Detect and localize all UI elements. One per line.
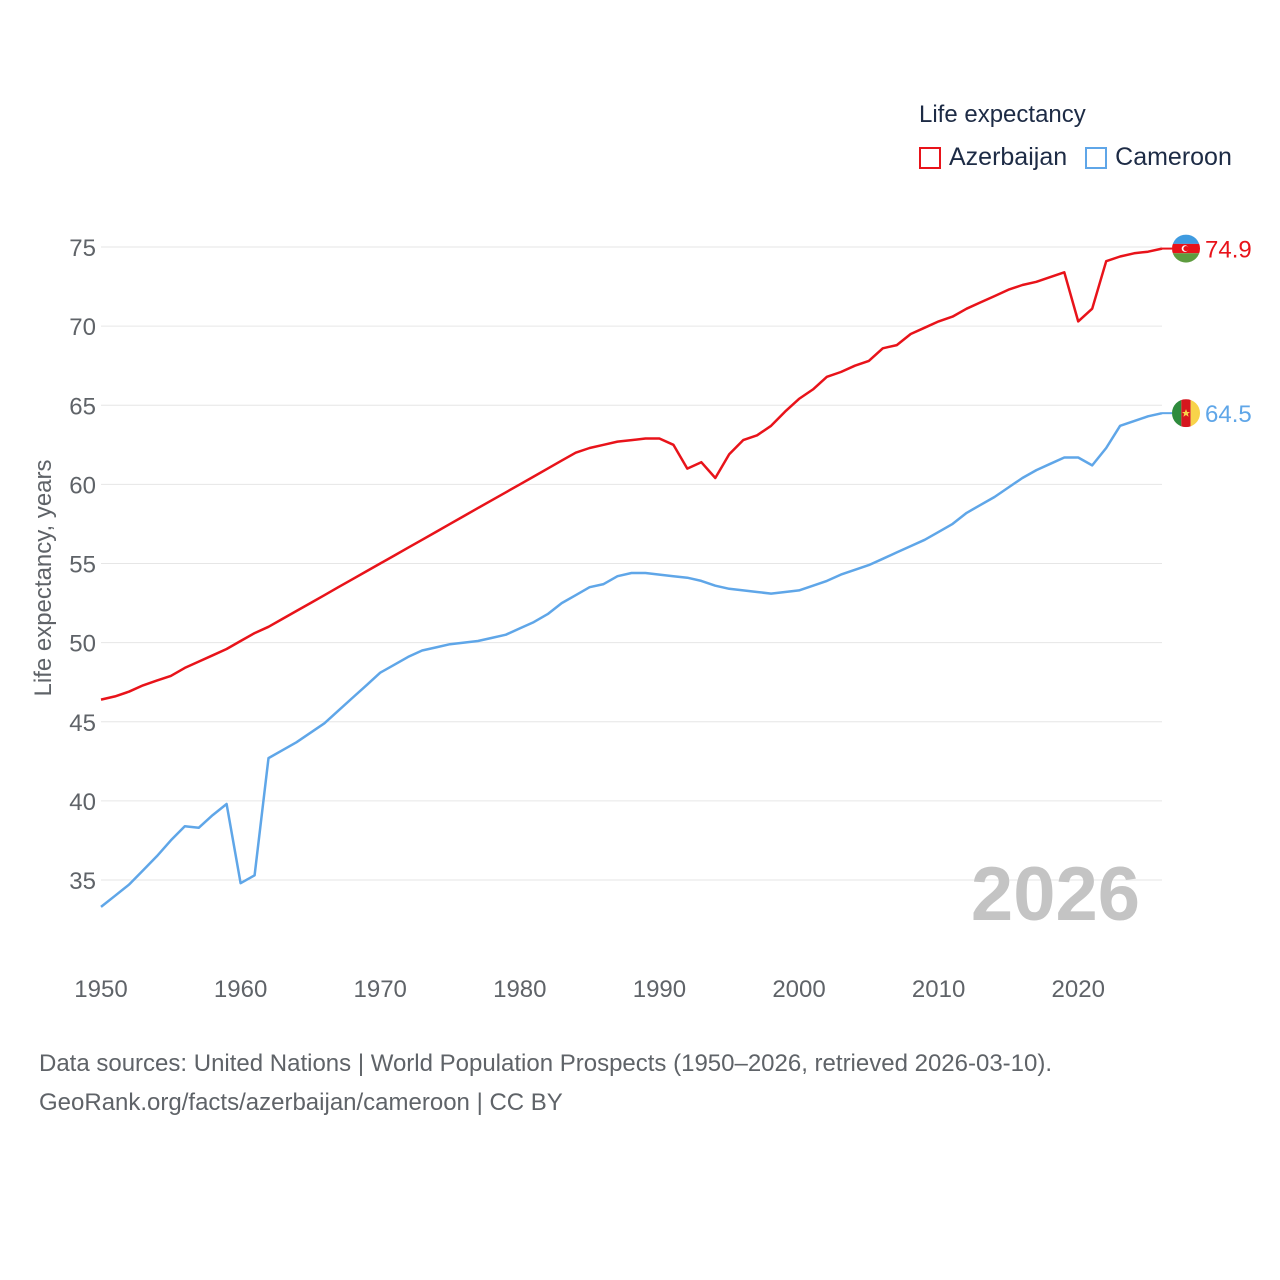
- legend: Azerbaijan Cameroon: [919, 143, 1250, 172]
- x-tick-label-2000: 2000: [772, 976, 825, 1003]
- x-tick-label-1980: 1980: [493, 976, 546, 1003]
- y-tick-label-75: 75: [69, 235, 96, 262]
- legend-swatch-cameroon: [1085, 146, 1108, 169]
- legend-swatch-azerbaijan: [919, 146, 941, 169]
- source-line-1: Data sources: United Nations | World Pop…: [39, 1050, 1053, 1077]
- x-tick-label-1960: 1960: [214, 976, 267, 1003]
- flag-cameroon-icon: [1172, 399, 1200, 428]
- x-axis-ticks: 1950 1960 1970 1980 1990 2000 2010 2020: [74, 976, 1105, 1003]
- legend-item-cameroon[interactable]: Cameroon: [1085, 143, 1232, 172]
- y-tick-label-70: 70: [69, 314, 96, 341]
- y-tick-label-55: 55: [69, 552, 96, 579]
- flag-azerbaijan-icon: [1172, 234, 1200, 263]
- legend-item-azerbaijan[interactable]: Azerbaijan: [919, 143, 1067, 172]
- y-axis-label: Life expectancy, years: [30, 459, 57, 696]
- series-end-markers: 74.9 64.5: [1162, 234, 1252, 428]
- y-tick-label-50: 50: [69, 631, 96, 658]
- series-line-cameroon: [100, 411, 1163, 908]
- x-tick-label-1990: 1990: [633, 976, 686, 1003]
- x-tick-label-1970: 1970: [354, 976, 407, 1003]
- series-lines: [100, 247, 1163, 908]
- y-tick-label-40: 40: [69, 789, 96, 816]
- x-tick-label-1950: 1950: [74, 976, 127, 1003]
- y-axis-ticks: 35 40 45 50 55 60 65 70 75: [69, 235, 96, 895]
- data-source-note: Data sources: United Nations | World Pop…: [39, 1044, 1052, 1122]
- x-tick-label-2010: 2010: [912, 976, 965, 1003]
- legend-title: Life expectancy: [919, 101, 1086, 128]
- y-tick-label-45: 45: [69, 710, 96, 737]
- gridlines: [101, 246, 1162, 881]
- legend-label-cameroon: Cameroon: [1115, 143, 1232, 171]
- series-line-azerbaijan: [100, 247, 1163, 701]
- y-tick-label-60: 60: [69, 472, 96, 499]
- year-watermark: 2026: [971, 852, 1140, 937]
- y-tick-label-65: 65: [69, 393, 96, 420]
- legend-label-azerbaijan: Azerbaijan: [949, 143, 1068, 171]
- source-line-2[interactable]: GeoRank.org/facts/azerbaijan/cameroon | …: [39, 1089, 563, 1116]
- x-tick-label-2020: 2020: [1052, 976, 1105, 1003]
- end-value-label-azerbaijan: 74.9: [1205, 237, 1252, 264]
- y-tick-label-35: 35: [69, 868, 96, 895]
- end-value-label-cameroon: 64.5: [1205, 401, 1252, 428]
